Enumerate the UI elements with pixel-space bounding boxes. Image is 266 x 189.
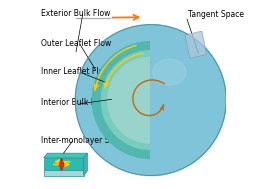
- Circle shape: [101, 51, 200, 149]
- Polygon shape: [84, 153, 87, 176]
- Text: Inter-monolayer Slip: Inter-monolayer Slip: [41, 136, 119, 145]
- Text: Tangent Space: Tangent Space: [188, 10, 244, 19]
- Text: Interior Bulk Flow: Interior Bulk Flow: [41, 98, 108, 107]
- Circle shape: [92, 42, 209, 159]
- Polygon shape: [151, 25, 226, 176]
- Polygon shape: [44, 153, 87, 158]
- FancyBboxPatch shape: [44, 158, 84, 170]
- Circle shape: [75, 25, 226, 176]
- Polygon shape: [185, 31, 207, 58]
- Circle shape: [108, 57, 194, 143]
- Text: Outer Leaflet Flow: Outer Leaflet Flow: [41, 39, 111, 48]
- Ellipse shape: [153, 59, 186, 85]
- Text: Inner Leaflet Flow: Inner Leaflet Flow: [41, 67, 109, 76]
- Ellipse shape: [145, 61, 182, 91]
- Text: Exterior Bulk Flow: Exterior Bulk Flow: [41, 9, 110, 18]
- FancyBboxPatch shape: [44, 170, 84, 176]
